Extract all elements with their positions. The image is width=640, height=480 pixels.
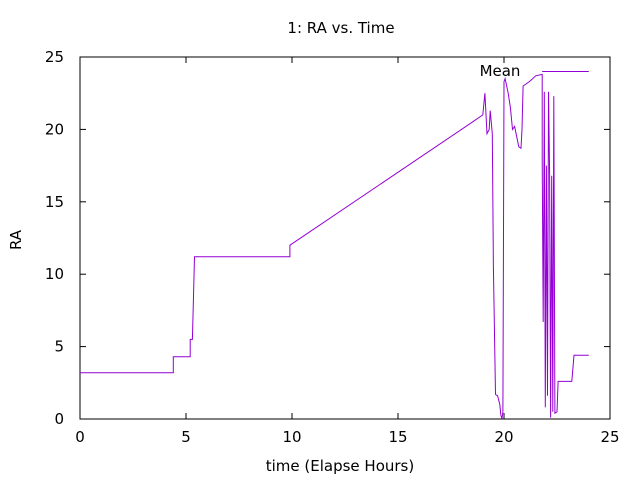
y-tick-label: 5 [54,338,64,356]
series-group [80,70,589,420]
chart-title: 1: RA vs. Time [287,19,394,37]
y-axis-label: RA [7,229,25,250]
x-tick-label: 25 [600,428,619,446]
x-tick-label: 10 [282,428,301,446]
legend-label-mean: Mean [480,62,521,80]
axis-ticks: 0 5 10 15 20 25 0 5 10 15 20 25 [45,48,620,446]
y-tick-label: 0 [54,410,64,428]
x-tick-label: 15 [388,428,407,446]
x-tick-label: 0 [75,428,85,446]
series-line-mean [80,73,589,420]
y-tick-label: 20 [45,120,64,138]
plot-frame [79,56,611,420]
y-tick-label: 10 [45,265,64,283]
x-tick-label: 5 [181,428,191,446]
y-tick-label: 25 [45,48,64,66]
y-tick-label: 15 [45,193,64,211]
x-tick-label: 20 [494,428,513,446]
x-axis-label: time (Elapse Hours) [266,457,414,475]
